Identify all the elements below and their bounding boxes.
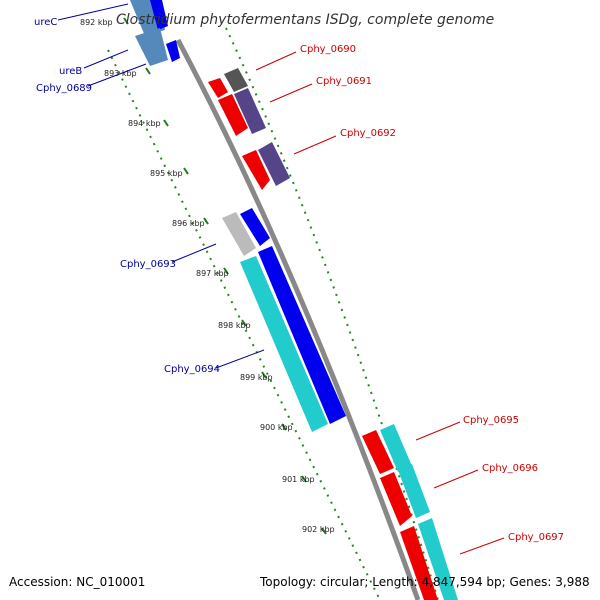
gene-label-cphy-0692[interactable]: Cphy_0692 xyxy=(340,128,396,139)
gene-label-cphy-0696[interactable]: Cphy_0696 xyxy=(482,463,538,474)
outer-guide-line xyxy=(225,27,439,600)
tick-label: 895 kbp xyxy=(150,169,183,178)
tick-label: 894 kbp xyxy=(128,119,161,128)
gene-label-cphy-0697[interactable]: Cphy_0697 xyxy=(508,532,564,543)
tick-label: 900 kbp xyxy=(260,423,293,432)
gene-label-cphy-0694[interactable]: Cphy_0694 xyxy=(164,364,220,375)
gene-cphy-0695-rna[interactable] xyxy=(380,424,412,472)
gene-cphy-0691[interactable] xyxy=(218,94,248,136)
gene-cphy-0692-cog[interactable] xyxy=(258,142,290,186)
tick-label: 899 kbp xyxy=(240,373,273,382)
gene-cphy-0690-cds[interactable] xyxy=(208,78,228,98)
gene-label-cphy-0691[interactable]: Cphy_0691 xyxy=(316,76,372,87)
reverse-strand-features xyxy=(130,0,346,432)
gene-cphy-0696[interactable] xyxy=(380,472,412,526)
gene-label-cphy-0693[interactable]: Cphy_0693 xyxy=(120,259,176,270)
forward-strand-features xyxy=(208,68,458,600)
reverse-gene-labels: ureC ureB Cphy_0689 Cphy_0693 Cphy_0694 xyxy=(34,3,265,375)
gene-cphy-0694[interactable] xyxy=(240,256,328,432)
tick-label: 892 kbp xyxy=(80,18,113,27)
gene-urec-arrow[interactable] xyxy=(150,0,168,30)
gene-label-ureb[interactable]: ureB xyxy=(59,66,82,77)
gene-cphy-0696-rna[interactable] xyxy=(398,464,430,518)
forward-gene-labels: Cphy_0690 Cphy_0691 Cphy_0692 Cphy_0695 … xyxy=(255,44,564,555)
gene-cphy-0693[interactable] xyxy=(240,208,270,246)
gene-cphy-0695[interactable] xyxy=(362,430,394,474)
gene-cphy-0692[interactable] xyxy=(242,150,270,190)
gene-ureb[interactable] xyxy=(135,28,168,66)
gene-ureb-arrow[interactable] xyxy=(166,40,180,62)
gene-cphy-0694-cds[interactable] xyxy=(258,246,346,424)
tick-label: 902 kbp xyxy=(302,525,335,534)
map-title: Clostridium phytofermentans ISDg, comple… xyxy=(116,12,494,28)
gene-cphy-0693-grey[interactable] xyxy=(222,212,256,256)
gene-cphy-0697-rna[interactable] xyxy=(418,518,458,600)
tick-label: 896 kbp xyxy=(172,219,205,228)
tick-label: 901 kbp xyxy=(282,475,315,484)
gene-cphy-0691-cog[interactable] xyxy=(234,88,266,134)
gene-cphy-0697[interactable] xyxy=(400,526,438,600)
tick-label: 898 kbp xyxy=(218,321,251,330)
gene-label-cphy-0689[interactable]: Cphy_0689 xyxy=(36,83,92,94)
gene-label-cphy-0690[interactable]: Cphy_0690 xyxy=(300,44,356,55)
gene-cphy-0690[interactable] xyxy=(224,68,248,92)
accession-text: Accession: NC_010001 xyxy=(9,575,145,589)
genome-summary: Topology: circular; Length: 4,847,594 bp… xyxy=(259,575,590,589)
gene-label-urec[interactable]: ureC xyxy=(34,17,57,28)
tick-label: 897 kbp xyxy=(196,269,229,278)
gene-label-cphy-0695[interactable]: Cphy_0695 xyxy=(463,415,519,426)
genome-backbone xyxy=(175,38,421,600)
tick-marks xyxy=(123,17,327,535)
